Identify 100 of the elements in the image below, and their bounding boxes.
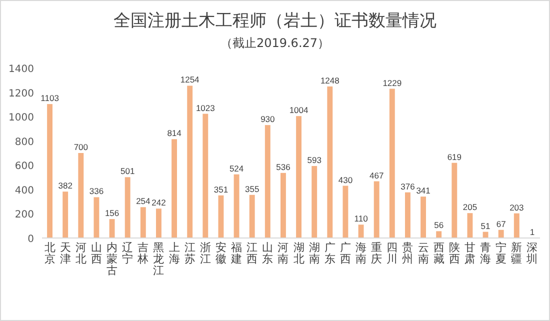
bar — [187, 86, 193, 238]
x-tick-label: 甘肃 — [464, 241, 476, 266]
y-tick-label: 1400 — [8, 64, 34, 75]
x-tick-label: 辽宁 — [122, 241, 134, 266]
x-tick-label: 福建 — [230, 241, 242, 266]
data-label: 430 — [338, 174, 353, 185]
bar — [312, 166, 318, 238]
y-tick-label: 400 — [14, 185, 34, 196]
data-label: 355 — [245, 184, 260, 194]
bar — [94, 197, 100, 238]
x-tick-label: 内蒙古 — [106, 241, 118, 277]
data-label: 341 — [416, 186, 431, 196]
x-tick-label: 安徽 — [215, 241, 226, 266]
x-tick-label: 江西 — [246, 241, 258, 266]
bar — [249, 194, 255, 238]
y-tick-label: 1000 — [8, 112, 34, 124]
x-tick-label: 宁夏 — [496, 241, 507, 266]
data-label: 536 — [276, 162, 291, 172]
bar — [172, 139, 178, 238]
bar — [404, 192, 410, 238]
chart-subtitle: （截止2019.6.27） — [220, 36, 330, 50]
bar — [420, 196, 426, 238]
bar — [327, 86, 333, 238]
data-label: 51 — [480, 220, 491, 231]
x-tick-label: 河北 — [75, 241, 86, 266]
x-tick-label: 陕西 — [448, 241, 460, 266]
data-label: 203 — [510, 202, 524, 212]
x-tick-label: 西藏 — [433, 241, 444, 266]
chart-title: 全国注册土木工程师（岩土）证书数量情况 — [114, 11, 436, 31]
data-label: 110 — [354, 214, 368, 224]
x-tick-label: 上海 — [168, 241, 180, 266]
data-label: 930 — [260, 114, 276, 124]
bar — [280, 172, 286, 238]
data-label: 593 — [307, 154, 322, 165]
x-tick-label: 山西 — [90, 241, 102, 266]
data-label: 814 — [167, 128, 182, 138]
bar — [140, 207, 146, 238]
bar — [514, 213, 520, 238]
bar — [452, 162, 458, 238]
x-tick-label: 云南 — [418, 241, 429, 266]
data-label: 524 — [229, 163, 244, 174]
data-label: 619 — [447, 152, 462, 162]
data-label: 351 — [214, 184, 228, 194]
bar — [389, 88, 395, 238]
data-label: 1 — [530, 226, 535, 237]
bar — [342, 186, 348, 238]
data-label: 1248 — [320, 75, 340, 86]
data-label: 467 — [370, 170, 384, 180]
x-tick-label: 海南 — [356, 241, 367, 266]
data-label: 336 — [89, 186, 104, 196]
data-label: 205 — [462, 202, 478, 212]
data-label: 1023 — [196, 102, 216, 113]
y-tick-label: 800 — [14, 136, 34, 148]
x-tick-label: 新疆 — [511, 241, 522, 266]
y-tick-label: 200 — [14, 210, 34, 221]
bar — [218, 195, 224, 238]
x-tick-label: 江苏 — [184, 241, 196, 266]
bar — [296, 116, 302, 238]
bar — [374, 181, 380, 238]
bar — [109, 219, 115, 238]
x-tick-label: 河南 — [278, 241, 289, 266]
bar — [47, 104, 53, 238]
x-tick-label: 浙江 — [200, 241, 211, 266]
data-label: 254 — [136, 196, 151, 206]
x-tick-label: 贵州 — [402, 241, 414, 266]
bar — [124, 177, 130, 238]
x-tick-label: 山东 — [262, 241, 274, 266]
data-label: 156 — [104, 208, 120, 218]
x-tick-label: 湖北 — [293, 241, 304, 266]
x-tick-label: 四川 — [386, 241, 398, 266]
bar — [62, 192, 68, 238]
bar — [78, 153, 84, 238]
x-tick-label: 北京 — [44, 241, 56, 266]
data-label: 382 — [58, 180, 73, 191]
bar — [467, 213, 473, 238]
y-tick-label: 600 — [14, 161, 34, 172]
x-tick-label: 广西 — [340, 241, 351, 266]
data-label: 700 — [74, 142, 88, 152]
bar — [202, 114, 208, 238]
x-tick-label: 天津 — [60, 241, 71, 266]
bar — [436, 231, 442, 238]
x-tick-label: 广东 — [324, 241, 336, 266]
bar — [358, 224, 364, 238]
data-label: 501 — [120, 166, 135, 176]
x-tick-label: 深圳 — [526, 241, 538, 266]
data-label: 1004 — [289, 105, 308, 116]
bar — [264, 125, 270, 238]
bar — [482, 232, 488, 238]
bar — [156, 208, 162, 238]
x-tick-label: 重庆 — [371, 241, 382, 266]
y-tick-label: 0 — [28, 234, 34, 245]
data-label: 1103 — [40, 93, 60, 104]
data-label: 1254 — [180, 74, 200, 85]
x-tick-label: 黑龙江 — [153, 241, 164, 277]
data-label: 1229 — [382, 78, 402, 88]
x-tick-label: 吉林 — [136, 241, 149, 266]
bar — [234, 174, 240, 238]
data-label: 376 — [400, 181, 416, 192]
y-tick-label: 1200 — [8, 88, 34, 100]
x-tick-label: 青海 — [480, 241, 492, 266]
